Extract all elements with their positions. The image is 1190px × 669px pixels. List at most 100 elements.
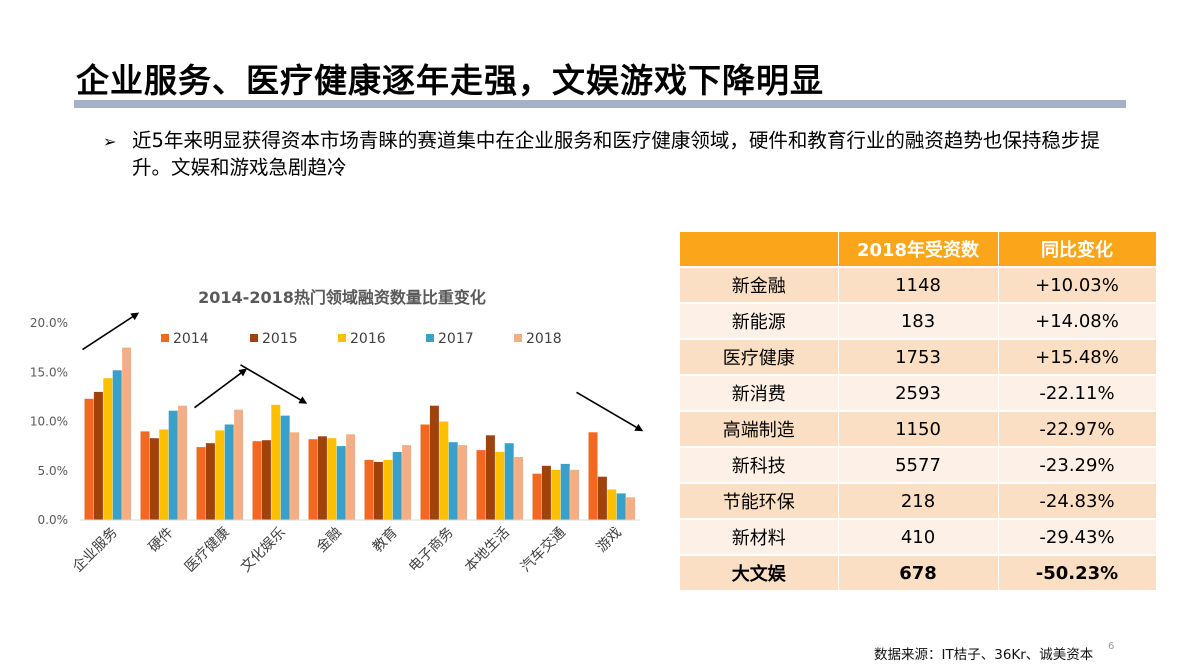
table-cell-change: -22.97% — [998, 411, 1157, 448]
bar-2018-6 — [458, 445, 468, 520]
bar-2014-7 — [476, 450, 486, 520]
x-tick-label: 教育 — [370, 525, 401, 556]
table-cell-name: 新消费 — [680, 375, 839, 412]
bar-2017-8 — [560, 463, 570, 520]
table-body: 新金融 1148 +10.03% 新能源 183 +14.08% 医疗健康 1753 +15.4… — [680, 267, 1157, 592]
legend-swatch-2017 — [426, 334, 434, 342]
table-cell-name: 新金融 — [680, 267, 839, 304]
x-tick-label: 企业服务 — [69, 524, 121, 576]
table-cell-name: 新材料 — [680, 519, 839, 556]
legend-label-2016: 2016 — [350, 331, 386, 347]
bar-2016-3 — [271, 404, 281, 520]
x-tick-label: 金融 — [314, 525, 345, 556]
trend-arrow-up — [82, 312, 140, 351]
y-tick-label: 15.0% — [30, 365, 68, 379]
bar-2014-0 — [84, 398, 94, 520]
summary-text: 近5年来明显获得资本市场青睐的赛道集中在企业服务和医疗健康领域，硬件和教育行业的… — [132, 129, 1100, 179]
trend-arrow-down — [576, 391, 644, 432]
bar-2017-5 — [392, 452, 402, 520]
page-title: 企业服务、医疗健康逐年走强，文娱游戏下降明显 — [76, 61, 824, 100]
bar-2016-7 — [495, 452, 505, 520]
table-cell-name: 新能源 — [680, 303, 839, 340]
x-tick-label: 文化娱乐 — [238, 525, 289, 576]
bar-2018-7 — [514, 457, 524, 520]
table-cell-count: 183 — [838, 303, 999, 340]
bar-2014-9 — [588, 432, 598, 520]
table-cell-name: 新科技 — [680, 447, 839, 484]
financing-table: 2018年受资数 同比变化 新金融 1148 +10.03% 新能源 183 +14.08… — [680, 232, 1157, 592]
legend-swatch-2015 — [250, 334, 258, 342]
trend-arrows — [82, 312, 644, 432]
bar-2014-1 — [140, 431, 150, 520]
bar-2018-4 — [346, 434, 356, 520]
bar-2014-3 — [252, 441, 262, 520]
bar-2018-0 — [122, 347, 132, 520]
table-header-blank — [680, 232, 839, 268]
legend-label-2018: 2018 — [526, 331, 562, 347]
table-cell-count: 1148 — [838, 267, 999, 304]
bar-2017-2 — [224, 424, 234, 520]
table-cell-count: 218 — [838, 483, 999, 520]
bar-2014-6 — [420, 424, 430, 520]
bar-2017-1 — [168, 410, 178, 520]
table-row: 新科技 5577 -23.29% — [680, 447, 1157, 484]
table-cell-change: -22.11% — [998, 375, 1157, 412]
chart-title: 2014-2018热门领域融资数量比重变化 — [198, 288, 486, 307]
bar-2015-5 — [373, 461, 383, 520]
bar-2015-7 — [485, 435, 495, 520]
bar-2018-1 — [178, 405, 188, 520]
bar-2016-5 — [383, 459, 393, 520]
bar-2018-5 — [402, 445, 412, 520]
y-tick-label: 10.0% — [30, 415, 68, 429]
bar-2016-2 — [215, 430, 225, 520]
table-row: 新材料 410 -29.43% — [680, 519, 1157, 556]
bar-2018-2 — [234, 409, 244, 520]
bullet-arrow-icon: ➢ — [103, 132, 117, 151]
bar-2015-8 — [541, 465, 551, 520]
bar-2014-8 — [532, 473, 542, 520]
y-tick-label: 20.0% — [30, 316, 68, 330]
bar-2017-4 — [336, 446, 346, 520]
table-cell-count: 678 — [838, 555, 999, 592]
bar-2017-6 — [448, 442, 458, 520]
bar-2016-0 — [103, 378, 113, 520]
table-cell-name: 节能环保 — [680, 483, 839, 520]
bar-2018-8 — [570, 469, 580, 520]
y-tick-label: 5.0% — [38, 464, 69, 478]
bar-2014-5 — [364, 459, 374, 520]
table-cell-change: -23.29% — [998, 447, 1157, 484]
table-cell-name: 医疗健康 — [680, 339, 839, 376]
trend-arrow-down — [240, 364, 308, 404]
bar-2016-6 — [439, 421, 449, 520]
table-cell-count: 410 — [838, 519, 999, 556]
table-cell-count: 1753 — [838, 339, 999, 376]
bar-2015-6 — [429, 405, 439, 520]
bar-2016-4 — [327, 438, 337, 520]
table-header-count: 2018年受资数 — [838, 232, 999, 268]
table-row: 新消费 2593 -22.11% — [680, 375, 1157, 412]
data-source: 数据来源：IT桔子、36Kr、诚美资本 — [874, 647, 1094, 663]
table-row: 大文娱 678 -50.23% — [680, 555, 1157, 592]
x-axis-labels: 企业服务 硬件 医疗健康 文化娱乐 金融 教育 电子商务 本地生活 汽车交通 游戏 — [69, 524, 625, 576]
x-tick-label: 硬件 — [146, 525, 177, 556]
bar-2014-2 — [196, 447, 206, 520]
x-tick-label: 本地生活 — [462, 525, 513, 576]
legend-swatch-2016 — [338, 334, 346, 342]
bar-2017-9 — [616, 493, 626, 520]
bar-2017-3 — [280, 415, 290, 520]
legend-label-2014: 2014 — [173, 331, 209, 347]
table-cell-name: 高端制造 — [680, 411, 839, 448]
table-cell-count: 5577 — [838, 447, 999, 484]
summary-bullet: ➢ 近5年来明显获得资本市场青睐的赛道集中在企业服务和医疗健康领域，硬件和教育行… — [103, 127, 1114, 181]
bar-2015-9 — [597, 476, 607, 520]
table-row: 新能源 183 +14.08% — [680, 303, 1157, 340]
table-cell-change: -50.23% — [998, 555, 1157, 592]
table-row: 新金融 1148 +10.03% — [680, 267, 1157, 304]
legend-label-2017: 2017 — [438, 331, 474, 347]
bar-2014-4 — [308, 439, 318, 520]
table-header-row: 2018年受资数 同比变化 — [680, 232, 1157, 268]
table-cell-count: 1150 — [838, 411, 999, 448]
bar-2016-9 — [607, 489, 617, 520]
x-tick-label: 游戏 — [594, 525, 625, 556]
